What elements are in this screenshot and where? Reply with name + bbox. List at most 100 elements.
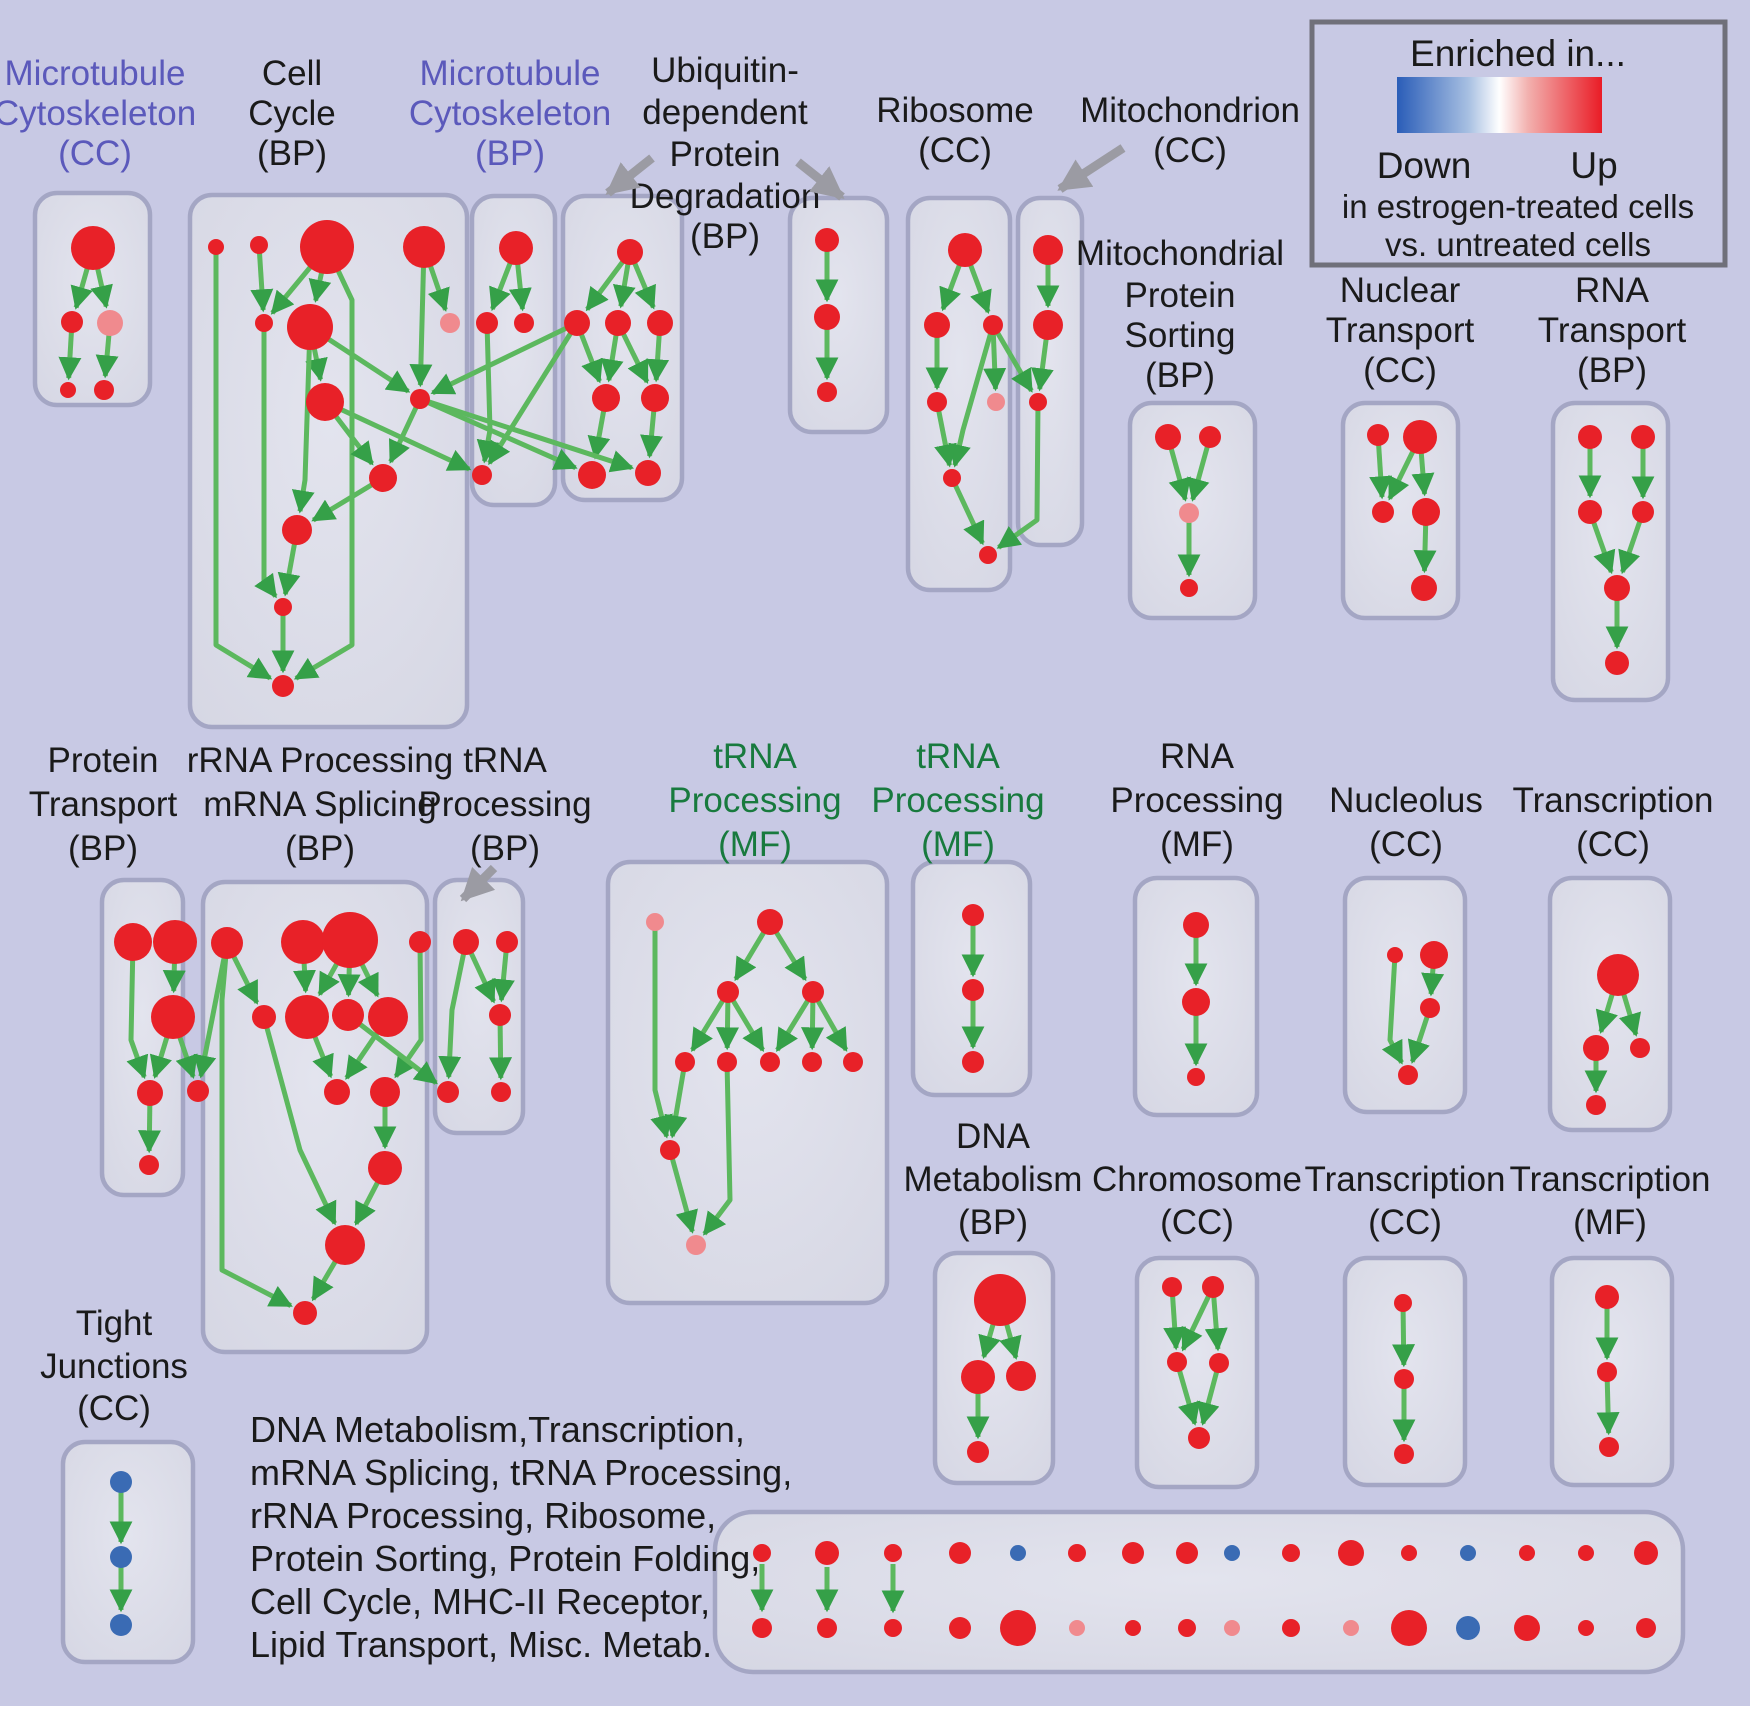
misc-terms-text-line: Lipid Transport, Misc. Metab. <box>250 1624 712 1665</box>
edge-arrow <box>1381 954 1404 1065</box>
node-ubiquitin-degradation-1-l1 <box>578 461 606 489</box>
node-rna-transport-tr <box>1631 425 1655 449</box>
rna-processing-mf-label: Processing <box>1110 781 1283 820</box>
legend-gradient-bar <box>1397 77 1602 133</box>
node-protein-transport-b <box>139 1155 159 1175</box>
node-ribosome-m2 <box>927 392 947 412</box>
node-cell-cycle-n13 <box>272 675 294 697</box>
node-trna-processing-mf-large-ml <box>717 981 739 1003</box>
node-microtubule-cytoskeleton-cc-e <box>94 380 114 400</box>
misc-node-top-16 <box>1634 1541 1658 1565</box>
label-callout-arrow <box>459 864 498 903</box>
node-microtubule-cytoskeleton-cc-d <box>60 382 76 398</box>
node-transcription-cc-row2-t <box>1597 954 1639 996</box>
mitochondrial-protein-sorting-label: (BP) <box>1145 356 1215 395</box>
misc-node-top-7 <box>1122 1542 1144 1564</box>
rrna-processing-mrna-splicing-box <box>200 879 430 1355</box>
nucleolus-box <box>1342 875 1468 1115</box>
misc-node-bottom-16 <box>1636 1618 1656 1638</box>
rna-transport-label: (BP) <box>1577 351 1647 390</box>
ubiquitin-degradation-1-label: dependent <box>642 93 808 132</box>
node-rna-transport-mr <box>1632 501 1654 523</box>
cell-cycle-label: Cycle <box>248 94 336 133</box>
transcription-mf-label: Transcription <box>1510 1160 1711 1199</box>
misc-node-top-3 <box>884 1544 902 1562</box>
edge-arrow <box>409 246 433 388</box>
misc-node-bottom-6 <box>1069 1620 1085 1636</box>
node-trna-processing-mf-large-bot <box>686 1235 706 1255</box>
misc-node-top-14 <box>1519 1545 1535 1561</box>
misc-node-bottom-2 <box>817 1618 837 1638</box>
node-microtubule-cytoskeleton-cc-c <box>97 310 123 336</box>
node-microtubule-cytoskeleton-cc-a <box>71 226 115 270</box>
tight-junctions-label: (CC) <box>77 1389 151 1428</box>
node-rna-transport-mid <box>1604 575 1630 601</box>
node-protein-transport-c <box>151 995 195 1039</box>
label-callout-arrow <box>1057 144 1126 193</box>
transcription-cc-row3-label: (CC) <box>1368 1203 1442 1242</box>
edge-arrow <box>418 396 578 471</box>
mitochondrion-label: (CC) <box>1153 131 1227 170</box>
node-cell-cycle-n2 <box>250 236 268 254</box>
node-ribosome-bot <box>979 546 997 564</box>
edge-arrow <box>775 990 816 1053</box>
transcription-cc-row3-label: Transcription <box>1305 1160 1506 1199</box>
microtubule-cytoskeleton-bp-label: Microtubule <box>420 54 601 93</box>
node-ubiquitin-degradation-1-m2l <box>592 384 620 412</box>
node-rrna-processing-mrna-splicing-m4 <box>368 997 408 1037</box>
node-transcription-cc-row2-ml <box>1583 1035 1609 1061</box>
edge-arrow <box>1174 1361 1201 1426</box>
node-trna-processing-mf-small-b <box>962 1051 984 1073</box>
node-rrna-processing-mrna-splicing-t2 <box>281 920 325 964</box>
misc-node-bottom-14 <box>1514 1615 1540 1641</box>
node-transcription-mf-b <box>1599 1437 1619 1457</box>
node-protein-transport-tr <box>153 920 197 964</box>
misc-node-top-9 <box>1224 1545 1240 1561</box>
microtubule-cytoskeleton-cc-label: Cytoskeleton <box>0 94 196 133</box>
node-tight-junctions-t <box>110 1471 132 1493</box>
edge-arrow <box>261 1016 337 1226</box>
node-ribosome-l <box>943 469 961 487</box>
node-chromosome-mr <box>1209 1353 1229 1373</box>
transcription-mf-label: (MF) <box>1573 1203 1647 1242</box>
legend-down-label: Down <box>1377 145 1472 186</box>
microtubule-cytoskeleton-cc-label: Microtubule <box>5 54 186 93</box>
node-dna-metabolism-b <box>967 1441 989 1463</box>
misc-node-top-4 <box>949 1542 971 1564</box>
microtubule-cytoskeleton-cc-box <box>32 190 153 408</box>
edge-arrow <box>1596 1371 1620 1436</box>
node-cell-cycle-n11 <box>282 515 312 545</box>
node-microtubule-cytoskeleton-bp-ml <box>476 312 498 334</box>
node-nucleolus-mr <box>1420 998 1440 1018</box>
node-transcription-cc-row3-b <box>1394 1444 1414 1464</box>
node-transcription-mf-t <box>1595 1285 1619 1309</box>
microtubule-cytoskeleton-bp-box <box>469 193 558 508</box>
node-cell-cycle-n3 <box>300 220 354 274</box>
protein-transport-label: Protein <box>48 741 159 780</box>
edge-arrow <box>293 245 355 681</box>
node-rrna-processing-mrna-splicing-m5 <box>368 1151 402 1185</box>
node-trna-processing-mf-large-b4 <box>802 1052 822 1072</box>
dna-metabolism-label: (BP) <box>958 1203 1028 1242</box>
node-nucleolus-tr <box>1420 941 1448 969</box>
edge-arrow <box>213 247 273 681</box>
node-mitochondrion-m <box>1033 310 1063 340</box>
node-transcription-mf-m <box>1597 1362 1617 1382</box>
node-dna-metabolism-l <box>961 1360 995 1394</box>
trna-processing-mf-small-label: tRNA <box>916 737 1000 776</box>
node-ubiquitin-degradation-2-t <box>815 228 839 252</box>
node-microtubule-cytoskeleton-bp-mr <box>514 313 534 333</box>
rrna-processing-mrna-splicing-label: mRNA Splicing <box>203 785 436 824</box>
edge-arrow <box>219 942 293 1308</box>
node-protein-transport-sl <box>137 1080 163 1106</box>
edge-arrow <box>702 1061 733 1236</box>
nuclear-transport-label: (CC) <box>1363 351 1437 390</box>
node-chromosome-tl <box>1162 1277 1182 1297</box>
node-rna-processing-mf-m <box>1182 988 1210 1016</box>
node-rrna-processing-mrna-splicing-l2 <box>370 1077 400 1107</box>
misc-terms-text-line: mRNA Splicing, tRNA Processing, <box>250 1452 792 1493</box>
chromosome-label: (CC) <box>1160 1203 1234 1242</box>
node-rrna-processing-mrna-splicing-s <box>187 1080 209 1102</box>
node-ribosome-mc <box>983 315 1003 335</box>
label-callout-arrow <box>605 154 655 197</box>
